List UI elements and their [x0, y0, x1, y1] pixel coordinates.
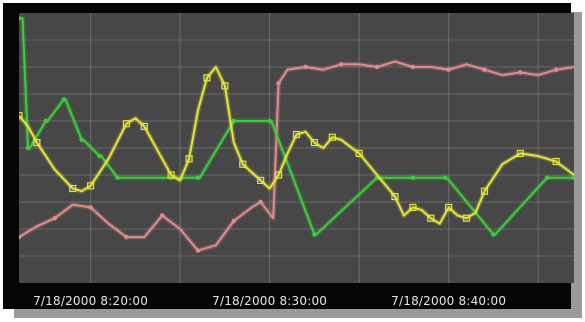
yellow-series-line — [19, 66, 574, 225]
yellow-series-point — [203, 74, 211, 82]
pink-series-point — [52, 216, 58, 221]
yellow-series-point — [87, 182, 95, 190]
yellow-series-point — [427, 214, 435, 222]
chart-frame: 7/18/2000 8:20:00 7/18/2000 8:30:00 7/18/2… — [3, 3, 574, 309]
green-series-point — [61, 97, 66, 102]
pink-series-point — [374, 64, 380, 70]
yellow-series-point — [33, 138, 41, 147]
yellow-series-point — [391, 193, 399, 201]
green-series-point — [19, 16, 22, 21]
pink-series-point — [410, 64, 416, 70]
green-series-point — [97, 153, 102, 159]
pink-series-line — [19, 60, 574, 252]
pink-series-point — [482, 67, 487, 72]
pink-series-point — [160, 213, 165, 218]
green-series-point — [571, 175, 574, 180]
green-series-point — [491, 232, 496, 237]
yellow-series-point — [292, 130, 301, 139]
yellow-series-point — [274, 171, 283, 179]
yellow-series-point — [355, 149, 363, 157]
pink-series-point — [124, 234, 129, 240]
green-series-point — [115, 175, 120, 180]
yellow-series-point — [257, 176, 265, 184]
pink-series-point — [231, 218, 237, 224]
pink-series-point — [276, 81, 281, 86]
x-tick-label: 7/18/2000 8:20:00 — [33, 294, 149, 308]
green-series-point — [267, 118, 272, 124]
yellow-series-point — [310, 138, 319, 147]
green-series-point — [79, 137, 84, 143]
yellow-series-point — [69, 184, 77, 193]
green-series-point — [312, 232, 317, 237]
green-series-point — [231, 118, 237, 124]
yellow-series-point — [167, 171, 175, 179]
green-series-point — [195, 175, 201, 180]
green-series-point — [410, 175, 416, 180]
line-chart — [19, 13, 574, 283]
x-tick-label: 7/18/2000 8:30:00 — [212, 294, 328, 308]
yellow-series-point — [552, 157, 560, 166]
green-series-point — [544, 175, 550, 180]
x-tick-label: 7/18/2000 8:40:00 — [391, 294, 507, 308]
pink-series-point — [88, 205, 93, 210]
yellow-series-point — [445, 203, 453, 211]
yellow-series-glow — [19, 64, 574, 227]
yellow-series-point — [328, 133, 336, 141]
yellow-series-point — [480, 187, 489, 195]
yellow-series-point — [409, 203, 417, 211]
yellow-series-point — [122, 120, 131, 128]
grid — [19, 13, 574, 283]
green-series-point — [442, 175, 448, 180]
pink-series-point — [258, 199, 263, 205]
yellow-series-point — [239, 160, 247, 168]
pink-series-point — [553, 67, 559, 72]
plot-area — [19, 13, 574, 283]
pink-series-point — [446, 67, 451, 72]
pink-series-point — [195, 248, 201, 253]
yellow-series-point — [19, 111, 23, 120]
green-series-point — [43, 118, 49, 124]
yellow-series-point — [185, 155, 193, 163]
pink-series-point — [303, 64, 308, 70]
pink-series-point — [19, 234, 22, 240]
yellow-series-point — [221, 82, 229, 90]
green-series-point — [25, 145, 31, 151]
series-layer — [19, 15, 574, 254]
yellow-series-point — [462, 214, 471, 222]
yellow-series-point — [140, 122, 148, 131]
pink-series-point — [518, 70, 523, 75]
yellow-series-point — [516, 149, 524, 157]
pink-series-point — [339, 62, 344, 67]
